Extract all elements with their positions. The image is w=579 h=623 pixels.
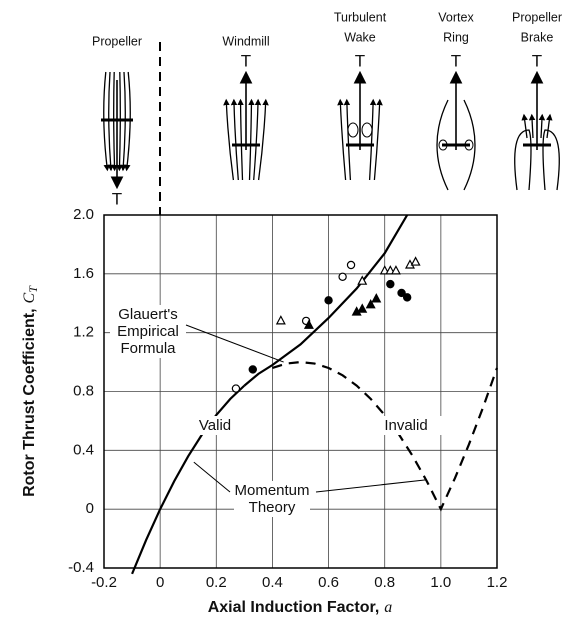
data-point [365,298,376,309]
eddy [361,122,373,138]
eddy [464,139,474,151]
y-axis-label-text: Rotor Thrust Coefficient, [21,308,38,496]
streamline [253,98,262,181]
annotation-bg [177,416,253,435]
x-tick-label: 0 [156,574,164,591]
annotation-bg [368,416,444,435]
y-tick-label: 0.8 [73,382,94,399]
flow-state-label: Turbulent [334,10,387,24]
y-axis-label-symbol: C [21,292,38,303]
streamline [542,129,560,191]
annotation: Momentum [234,482,309,499]
data-point [338,272,347,281]
data-point [357,275,368,285]
x-axis-label-text: Axial Induction Factor, [208,599,380,616]
y-tick-label: 0 [86,500,94,517]
annotation: Empirical [117,323,179,340]
flow-state-label: Vortex [438,10,474,24]
y-tick-label: 1.6 [73,265,94,282]
data-point [303,319,314,329]
streamline [514,129,532,191]
data-point [402,293,412,302]
data-point [324,296,333,305]
x-tick-label: 0.8 [374,574,395,591]
flow-sketch [223,98,269,181]
annotation-bg [234,481,310,517]
thrust-label: T [112,189,122,208]
streamline [337,98,347,181]
leader [193,461,231,493]
leader [185,324,284,363]
x-tick-label: 0.2 [206,574,227,591]
x-axis-label-symbol: a [384,599,392,616]
data-point [410,256,421,266]
data-point [248,365,257,374]
streamline [546,113,553,139]
flow-state-label: Windmill [222,34,269,48]
y-tick-label: 2.0 [73,206,94,223]
streamline [521,113,528,139]
streamline [538,113,546,139]
streamline [436,99,449,191]
flow-state-label: Brake [521,30,554,44]
data-point [346,260,356,270]
flow-sketch [514,113,560,191]
data-point [397,288,406,298]
x-tick-label: 0.4 [262,574,283,591]
streamline [223,98,235,181]
streamline [257,98,269,181]
data-point [275,315,286,325]
flow-state-label: Propeller [512,10,562,24]
thrust-label: T [355,51,365,70]
annotation: Invalid [384,417,427,434]
annotation: Valid [199,417,231,434]
eddy [347,122,359,138]
streamline [237,98,244,181]
x-tick-label: 0.6 [318,574,339,591]
annotation-bg [110,305,186,358]
flow-state-label: Wake [344,30,376,44]
data-line [243,214,409,387]
thrust-label: T [451,51,461,70]
x-axis-label: Axial Induction Factor, a [208,599,393,617]
flow-state-label: Propeller [92,34,142,48]
thrust-label: T [532,51,542,70]
data-point [231,384,241,393]
streamline [528,113,536,139]
plot-frame [103,214,498,569]
annotation: Glauert's [118,306,178,323]
eddy [438,139,448,151]
x-tick-label: 1.2 [487,574,508,591]
data-point [386,279,395,289]
data-line [131,384,246,575]
flow-sketch [337,98,383,181]
data-point [390,265,401,275]
thrust-label: T [241,51,251,70]
streamline [368,98,377,181]
leader [315,479,427,493]
y-tick-label: -0.4 [68,559,94,576]
streamline [343,98,352,181]
streamline [463,99,476,191]
y-tick-label: 0.4 [73,441,94,458]
data-line [272,360,499,512]
annotation: Formula [120,340,176,357]
x-tick-label: -0.2 [91,574,117,591]
x-tick-label: 1.0 [430,574,451,591]
flow-state-label: Ring [443,30,469,44]
data-point [357,303,368,313]
y-axis-label: Rotor Thrust Coefficient, CT [21,285,40,497]
y-tick-label: 1.2 [73,324,94,341]
streamline [373,98,383,181]
streamline [230,98,239,181]
data-point [371,293,382,303]
annotation: Theory [249,499,296,516]
y-axis-label-subscript: T [26,285,40,293]
streamline [248,98,255,181]
